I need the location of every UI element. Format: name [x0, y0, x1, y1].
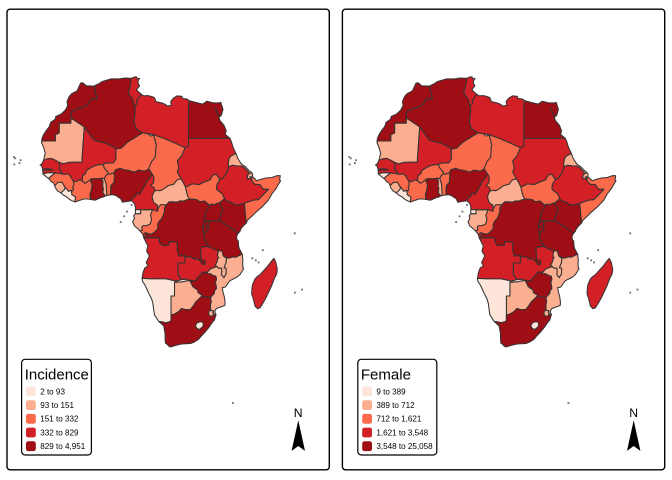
svg-text:Female: Female [361, 367, 411, 384]
svg-text:9 to 389: 9 to 389 [376, 387, 406, 396]
svg-text:829 to 4,951: 829 to 4,951 [40, 442, 86, 451]
svg-text:93 to 151: 93 to 151 [40, 401, 74, 410]
svg-text:151 to 332: 151 to 332 [40, 415, 79, 424]
svg-text:Incidence: Incidence [25, 367, 89, 384]
svg-text:332 to 829: 332 to 829 [40, 428, 79, 437]
svg-text:N: N [294, 406, 303, 420]
svg-text:389 to 712: 389 to 712 [376, 401, 415, 410]
svg-text:1,621 to 3,548: 1,621 to 3,548 [376, 428, 428, 437]
svg-text:2 to 93: 2 to 93 [40, 387, 65, 396]
svg-text:N: N [629, 406, 638, 420]
svg-text:712 to 1,621: 712 to 1,621 [376, 415, 422, 424]
svg-text:3,548 to 25,058: 3,548 to 25,058 [376, 442, 433, 451]
